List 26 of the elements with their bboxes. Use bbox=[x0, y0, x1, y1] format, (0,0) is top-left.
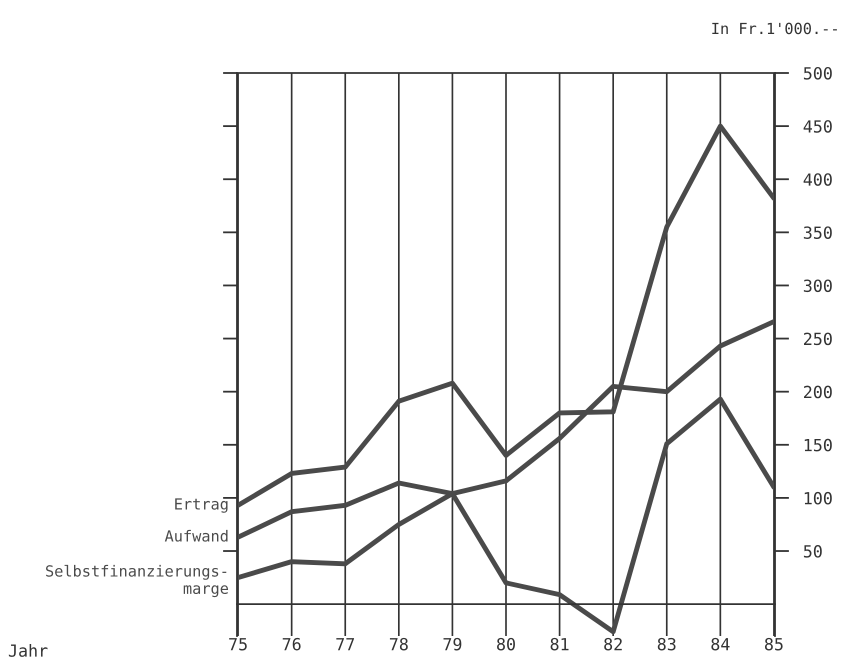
x-tick-label: 80 bbox=[497, 638, 515, 650]
series-label: Selbstfinanzierungs- marge bbox=[46, 564, 228, 598]
y-tick-label: 100 bbox=[804, 492, 832, 505]
y-tick-label: 250 bbox=[804, 332, 832, 346]
y-tick-label: 350 bbox=[804, 226, 832, 239]
x-tick-label: 84 bbox=[711, 638, 730, 650]
x-tick-label: 75 bbox=[229, 638, 247, 650]
x-tick-label: 85 bbox=[764, 638, 783, 650]
x-tick-label: 76 bbox=[282, 638, 301, 650]
y-tick-label: 300 bbox=[804, 279, 832, 292]
x-tick-label: 77 bbox=[336, 638, 354, 650]
x-tick-label: 81 bbox=[550, 638, 568, 650]
x-tick-label: 79 bbox=[444, 638, 462, 650]
y-tick-label: 400 bbox=[804, 173, 832, 186]
x-tick-label: 82 bbox=[604, 638, 622, 650]
x-tick-label: 83 bbox=[658, 638, 676, 650]
y-tick-label: 450 bbox=[804, 120, 832, 133]
y-tick-label: 500 bbox=[804, 67, 832, 80]
series-label: Ertrag bbox=[175, 498, 228, 513]
series-label: Aufwand bbox=[164, 530, 228, 542]
x-tick-label: 78 bbox=[390, 638, 408, 650]
y-axis-title: In Fr.1'000.-- bbox=[712, 22, 837, 34]
text: Jahr bbox=[8, 644, 48, 657]
y-tick-label: 50 bbox=[804, 545, 822, 558]
y-tick-label: 200 bbox=[804, 386, 832, 398]
y-tick-label: 150 bbox=[804, 438, 832, 452]
